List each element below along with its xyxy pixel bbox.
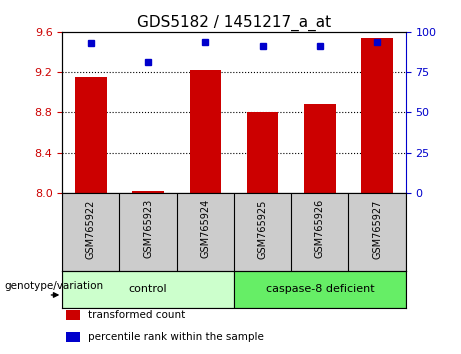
Title: GDS5182 / 1451217_a_at: GDS5182 / 1451217_a_at (137, 14, 331, 30)
Text: caspase-8 deficient: caspase-8 deficient (266, 284, 374, 295)
Bar (304, 104, 336, 193)
Text: transformed count: transformed count (88, 310, 185, 320)
Bar (132, 191, 164, 193)
Bar (66, 310, 80, 320)
Text: GSM765925: GSM765925 (258, 199, 267, 258)
Bar (62, 271, 234, 308)
Text: percentile rank within the sample: percentile rank within the sample (88, 332, 264, 342)
Bar (247, 113, 278, 193)
Text: GSM765922: GSM765922 (86, 199, 96, 258)
Bar (361, 38, 393, 193)
Text: GSM765926: GSM765926 (315, 199, 325, 258)
Text: genotype/variation: genotype/variation (5, 281, 104, 291)
Bar (66, 332, 80, 343)
Text: GSM765923: GSM765923 (143, 199, 153, 258)
Bar (75, 77, 106, 193)
Text: GSM765927: GSM765927 (372, 199, 382, 258)
Text: control: control (129, 284, 167, 295)
Text: GSM765924: GSM765924 (201, 199, 210, 258)
Bar (189, 70, 221, 193)
Bar (234, 271, 406, 308)
